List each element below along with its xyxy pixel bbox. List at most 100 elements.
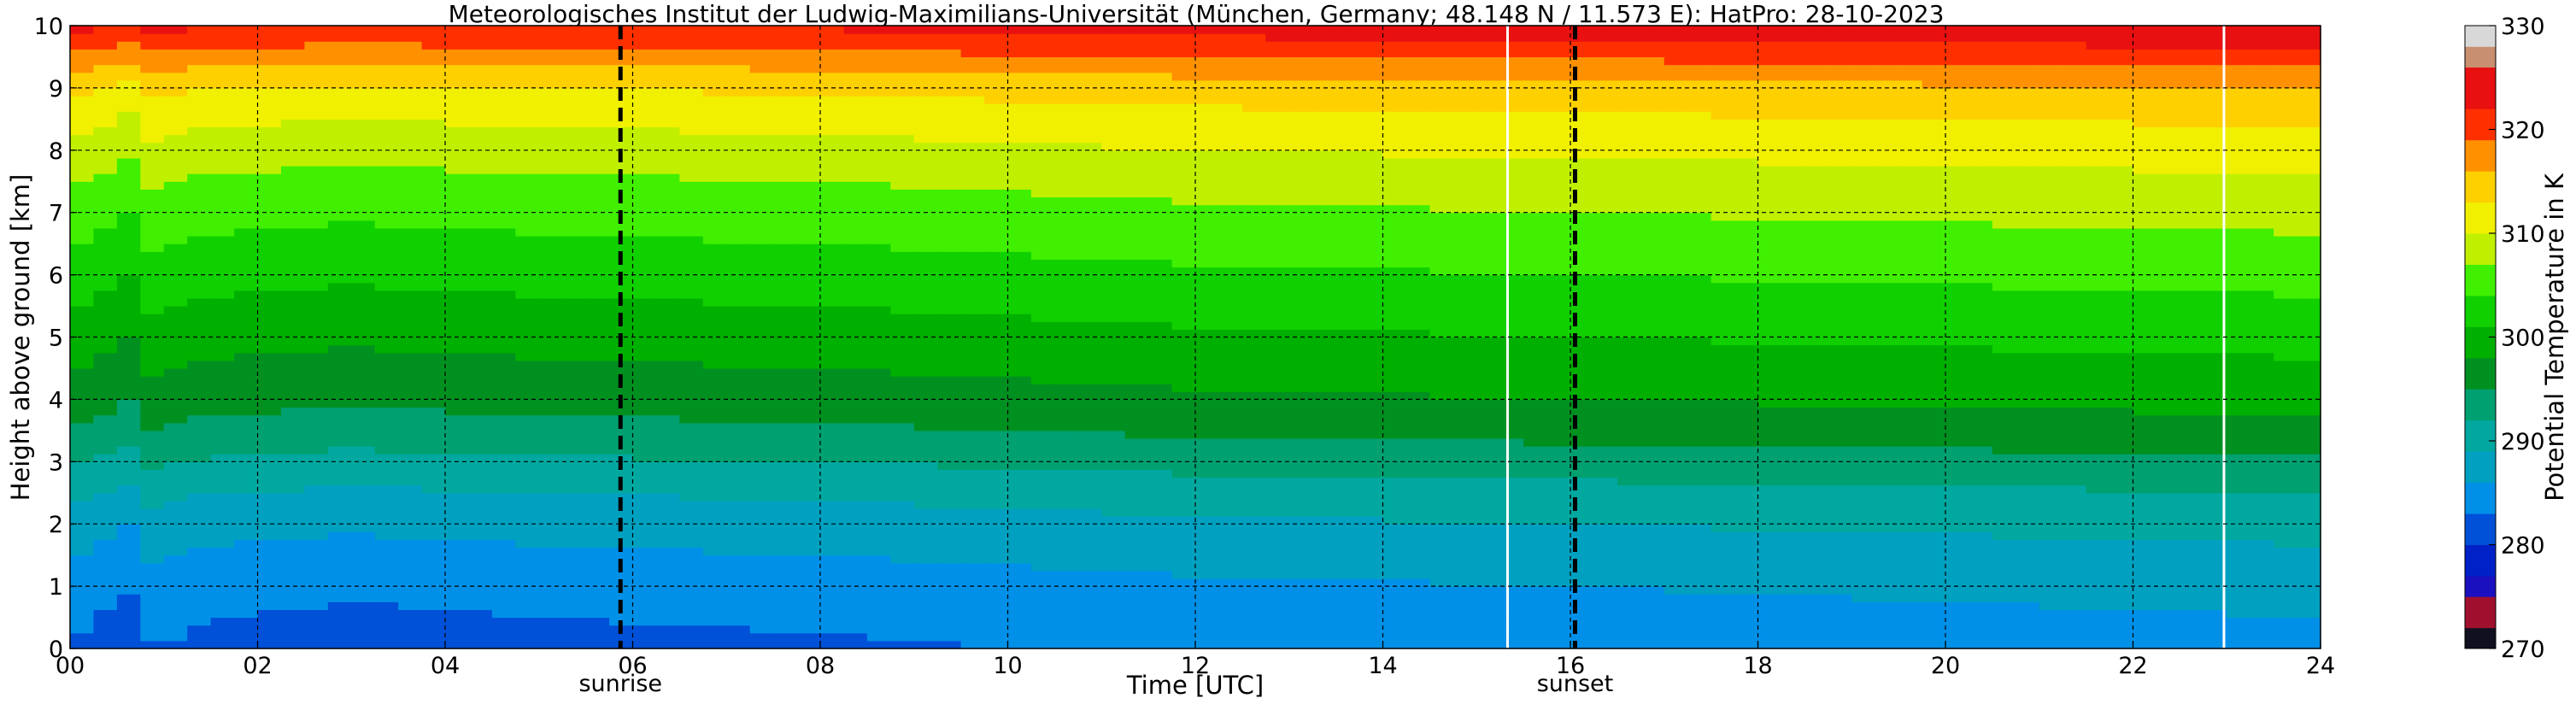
heatmap-cell bbox=[1241, 26, 1266, 34]
heatmap-cell bbox=[843, 173, 868, 182]
heatmap-cell bbox=[445, 72, 470, 81]
heatmap-cell bbox=[1124, 321, 1149, 330]
heatmap-cell bbox=[1335, 41, 1360, 50]
heatmap-cell bbox=[1077, 119, 1102, 128]
heatmap-cell bbox=[1523, 461, 1548, 471]
heatmap-cell bbox=[1195, 282, 1220, 291]
heatmap-cell bbox=[515, 516, 540, 525]
heatmap-cell bbox=[280, 150, 305, 159]
heatmap-cell bbox=[749, 251, 774, 260]
heatmap-cell bbox=[210, 204, 235, 214]
heatmap-cell bbox=[538, 87, 563, 97]
heatmap-cell bbox=[1523, 554, 1548, 564]
heatmap-cell bbox=[327, 547, 352, 556]
heatmap-cell bbox=[1499, 72, 1524, 81]
heatmap-cell bbox=[960, 274, 985, 284]
heatmap-cell bbox=[866, 437, 891, 447]
heatmap-cell bbox=[1288, 150, 1313, 159]
heatmap-cell bbox=[1171, 134, 1196, 144]
heatmap-cell bbox=[984, 376, 1009, 384]
heatmap-cell bbox=[1101, 414, 1126, 424]
heatmap-cell bbox=[1195, 640, 1220, 649]
heatmap-cell bbox=[1171, 562, 1196, 572]
heatmap-cell bbox=[937, 119, 962, 128]
heatmap-cell bbox=[210, 500, 235, 509]
heatmap-cell bbox=[187, 49, 212, 58]
heatmap-cell bbox=[1101, 282, 1126, 291]
heatmap-cell bbox=[1171, 297, 1196, 307]
heatmap-cell bbox=[1312, 625, 1337, 634]
heatmap-cell bbox=[984, 259, 1009, 268]
heatmap-cell bbox=[1077, 531, 1102, 541]
heatmap-cell bbox=[1124, 173, 1149, 182]
heatmap-cell bbox=[1452, 227, 1477, 237]
heatmap-cell bbox=[234, 87, 259, 97]
heatmap-cell bbox=[1030, 492, 1055, 502]
heatmap-cell bbox=[1359, 454, 1384, 462]
heatmap-cell bbox=[1148, 259, 1173, 268]
heatmap-cell bbox=[1171, 33, 1196, 42]
heatmap-cell bbox=[1288, 267, 1313, 276]
heatmap-cell bbox=[1054, 72, 1079, 81]
heatmap-cell bbox=[445, 570, 470, 579]
heatmap-cell bbox=[1359, 150, 1384, 159]
heatmap-cell bbox=[866, 243, 891, 252]
heatmap-cell bbox=[280, 500, 305, 509]
heatmap-cell bbox=[562, 414, 587, 424]
heatmap-cell bbox=[1312, 500, 1337, 509]
heatmap-cell bbox=[890, 407, 915, 416]
heatmap-cell bbox=[1476, 367, 1501, 377]
heatmap-cell bbox=[327, 344, 352, 354]
heatmap-cell bbox=[1359, 189, 1384, 198]
heatmap-cell bbox=[1288, 306, 1313, 314]
heatmap-cell bbox=[1077, 430, 1102, 439]
heatmap-cell bbox=[445, 640, 470, 649]
heatmap-cell bbox=[562, 111, 587, 120]
heatmap-cell bbox=[1101, 344, 1126, 354]
heatmap-cell bbox=[1405, 282, 1430, 291]
heatmap-cell bbox=[1218, 337, 1243, 346]
heatmap-cell bbox=[351, 64, 376, 73]
heatmap-cell bbox=[1101, 236, 1126, 244]
heatmap-cell bbox=[1171, 166, 1196, 174]
heatmap-cell bbox=[327, 477, 352, 486]
heatmap-cell bbox=[1359, 96, 1384, 104]
heatmap-cell bbox=[843, 384, 868, 392]
heatmap-cell bbox=[327, 632, 352, 642]
heatmap-cell bbox=[773, 407, 798, 416]
heatmap-cell bbox=[913, 103, 938, 112]
heatmap-cell bbox=[1359, 407, 1384, 416]
heatmap-cell bbox=[93, 49, 118, 58]
heatmap-cell bbox=[562, 103, 587, 112]
heatmap-cell bbox=[1476, 586, 1501, 595]
heatmap-cell bbox=[702, 87, 727, 97]
heatmap-cell bbox=[1148, 531, 1173, 541]
heatmap-cell bbox=[1007, 96, 1032, 104]
heatmap-cell bbox=[984, 126, 1009, 136]
heatmap-cell bbox=[820, 376, 845, 384]
heatmap-cell bbox=[1359, 33, 1384, 42]
heatmap-cell bbox=[421, 399, 446, 408]
heatmap-cell bbox=[491, 321, 516, 330]
heatmap-cell bbox=[1241, 531, 1266, 541]
heatmap-cell bbox=[937, 111, 962, 120]
heatmap-cell bbox=[1335, 251, 1360, 260]
heatmap-cell bbox=[1124, 570, 1149, 579]
heatmap-cell bbox=[1195, 314, 1220, 322]
heatmap-cell bbox=[163, 484, 188, 494]
heatmap-cell bbox=[187, 189, 212, 198]
heatmap-cell bbox=[515, 344, 540, 354]
heatmap-cell bbox=[679, 227, 704, 237]
heatmap-cell bbox=[585, 437, 610, 447]
heatmap-cell bbox=[1452, 399, 1477, 408]
heatmap-cell bbox=[1312, 119, 1337, 128]
heatmap-cell bbox=[609, 384, 634, 392]
heatmap-cell bbox=[1382, 384, 1407, 392]
heatmap-cell bbox=[843, 430, 868, 439]
heatmap-cell bbox=[327, 391, 352, 400]
heatmap-cell bbox=[585, 430, 610, 439]
heatmap-cell bbox=[1405, 267, 1430, 276]
heatmap-cell bbox=[538, 56, 563, 66]
heatmap-cell bbox=[515, 282, 540, 291]
heatmap-cell bbox=[351, 49, 376, 58]
